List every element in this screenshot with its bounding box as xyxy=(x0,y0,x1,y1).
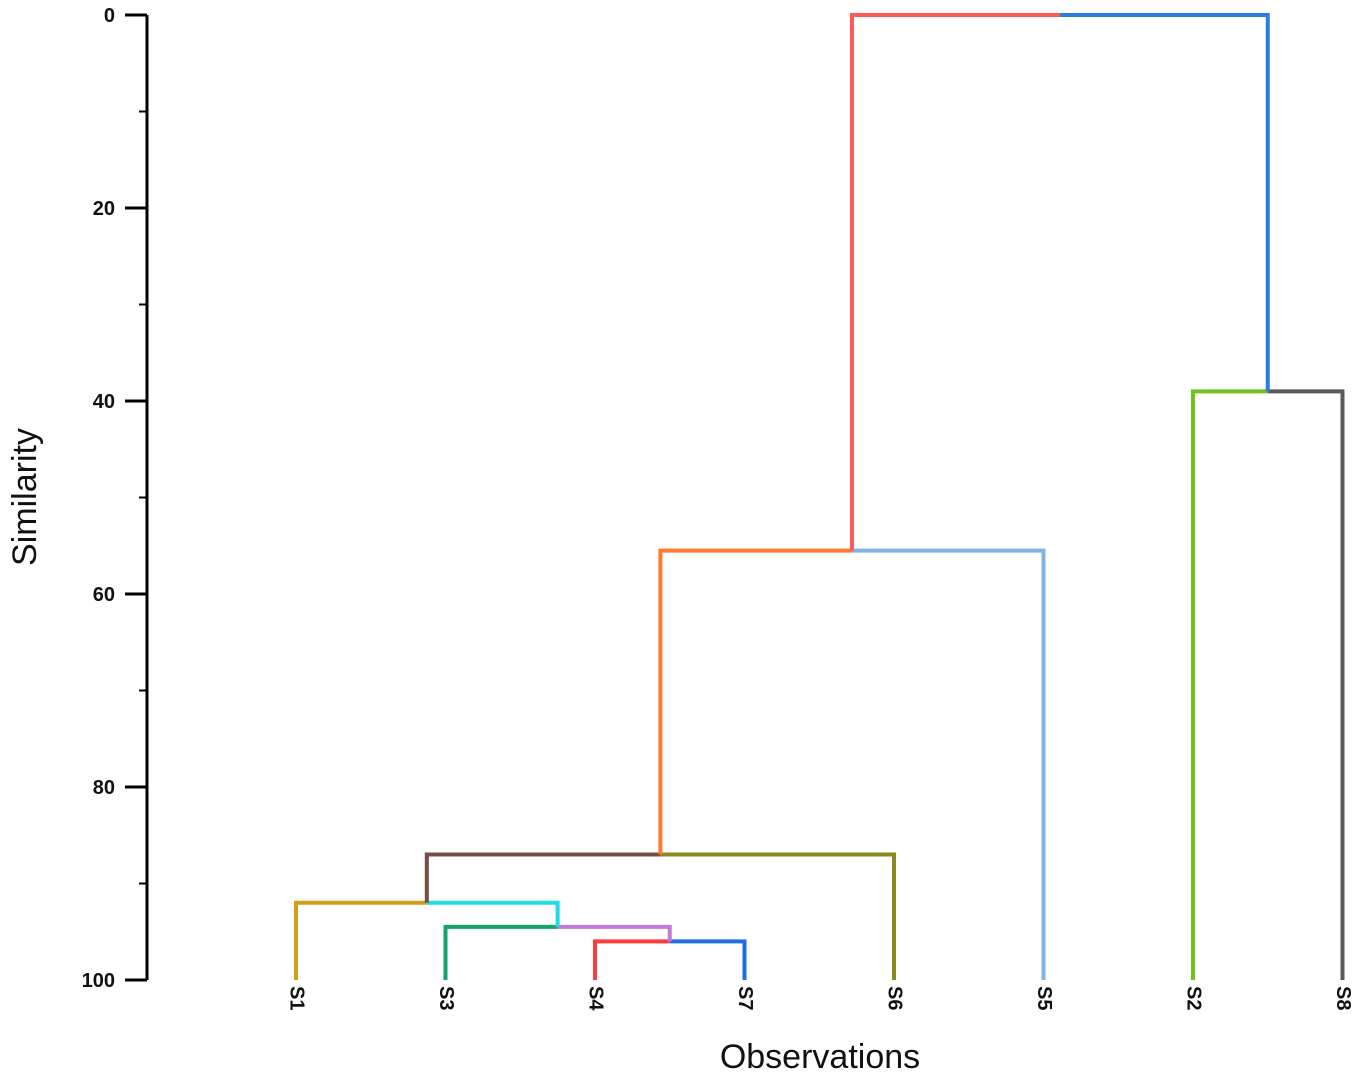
leaf-label: S5 xyxy=(1033,986,1055,1010)
leaf-label: S3 xyxy=(435,986,457,1010)
y-tick-label: 100 xyxy=(82,970,115,992)
dendrogram-branch xyxy=(1267,389,1345,980)
dendrogram-branch xyxy=(851,548,1046,980)
dendrogram-branch xyxy=(294,900,427,980)
dendrogram-tree xyxy=(294,13,1345,980)
y-axis: 0 20 40 60 80 100 xyxy=(82,5,149,992)
dendrogram-branch xyxy=(424,852,661,903)
dendrogram-branch xyxy=(669,939,747,980)
dendrogram-branch xyxy=(426,900,560,927)
y-tick-label: 60 xyxy=(93,584,115,606)
dendrogram-branch xyxy=(1191,389,1268,980)
leaf-labels: S1 S3 S4 S7 S6 S5 S2 S8 xyxy=(286,986,1355,1011)
leaf-label: S4 xyxy=(585,986,607,1011)
leaf-label: S2 xyxy=(1183,986,1205,1010)
y-axis-title: Similarity xyxy=(6,428,44,566)
leaf-label: S7 xyxy=(734,986,756,1010)
dendrogram-branch xyxy=(1059,13,1270,392)
y-tick-label: 40 xyxy=(93,391,115,413)
leaf-label: S8 xyxy=(1332,986,1354,1010)
dendrogram-branch xyxy=(658,548,852,855)
y-tick-label: 0 xyxy=(104,5,115,27)
leaf-label: S6 xyxy=(884,986,906,1010)
x-axis-title: Observations xyxy=(720,1038,920,1076)
dendrogram-branch xyxy=(443,924,558,980)
dendrogram-branch xyxy=(660,852,896,980)
dendrogram-branch xyxy=(593,939,670,980)
dendrogram-branch xyxy=(849,13,1060,551)
y-tick-label: 80 xyxy=(93,777,115,799)
leaf-label: S1 xyxy=(286,986,308,1010)
y-tick-label: 20 xyxy=(93,198,115,220)
dendrogram-branch xyxy=(557,924,672,942)
